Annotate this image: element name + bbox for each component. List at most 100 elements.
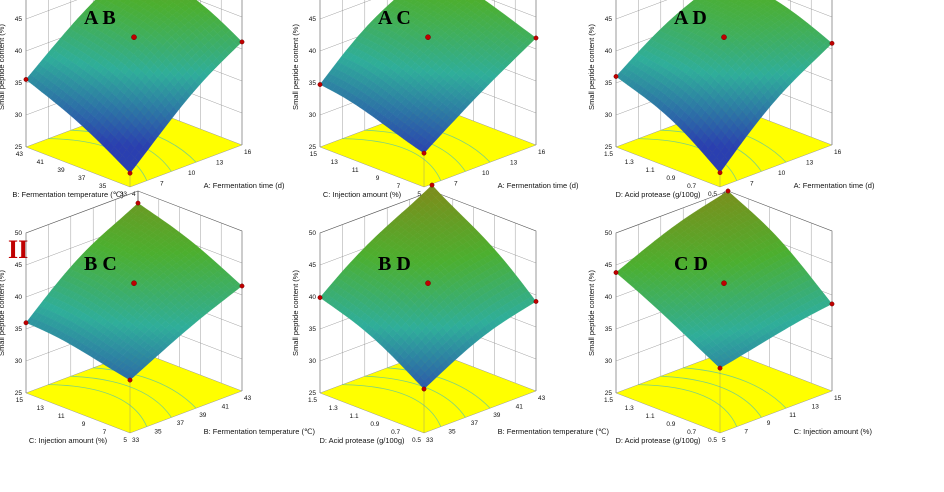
x-tick-label: 15 (834, 395, 842, 402)
y-axis-label: D: Acid protease (g/100g) (615, 190, 701, 199)
z-tick-label: 35 (309, 326, 317, 333)
y-tick-label: 1.5 (604, 397, 613, 404)
design-point (421, 386, 427, 392)
response-surface (319, 184, 537, 390)
y-tick-label: 0.5 (412, 437, 421, 444)
x-tick-label: 43 (244, 395, 252, 402)
z-tick-label: 35 (605, 80, 613, 87)
y-tick-label: 0.9 (666, 421, 675, 428)
design-point (239, 39, 245, 45)
z-axis-label: Small peptide content (%) (291, 270, 300, 356)
y-tick-label: 1.1 (646, 413, 655, 420)
y-tick-label: 9 (82, 421, 86, 428)
z-tick-label: 30 (309, 358, 317, 365)
design-point (717, 170, 723, 176)
y-tick-label: 0.9 (370, 421, 379, 428)
design-point (721, 34, 727, 41)
design-point (317, 82, 323, 87)
response-surface (25, 202, 243, 381)
z-tick-label: 40 (309, 294, 317, 301)
z-tick-label: 40 (15, 48, 23, 55)
y-axis-label: C: Injection amount (%) (323, 190, 402, 199)
y-tick-label: 7 (397, 183, 401, 190)
response-surface (25, 0, 243, 174)
x-axis-label: A: Fermentation time (d) (204, 181, 285, 190)
design-point (829, 301, 835, 307)
x-tick-label: 43 (538, 395, 546, 402)
z-tick-label: 45 (15, 16, 23, 23)
x-tick-label: 39 (493, 412, 501, 419)
z-tick-label: 40 (605, 294, 613, 301)
chart-panel: 25 30 35 40 45 50 Small peptide content (%) 5 7 9… (587, 188, 873, 445)
y-tick-label: 13 (331, 159, 339, 166)
x-tick-label: 11 (789, 412, 796, 419)
design-point (317, 295, 323, 300)
y-tick-label: 5 (123, 437, 127, 444)
panel-title: B C (84, 253, 117, 275)
x-tick-label: 33 (132, 437, 140, 444)
x-tick-label: 16 (538, 149, 546, 156)
panel-title: A B (84, 7, 116, 29)
surface-cell (464, 0, 470, 2)
y-tick-label: 37 (78, 175, 86, 182)
panel-title: A C (378, 7, 411, 29)
x-tick-label: 13 (510, 160, 518, 167)
x-tick-label: 4 (132, 191, 136, 198)
panel-title: C D (674, 253, 708, 275)
z-tick-label: 45 (605, 262, 613, 269)
surface-cell (125, 163, 135, 174)
y-tick-label: 1.1 (350, 413, 359, 420)
y-tick-label: 33 (120, 191, 128, 198)
design-point (23, 77, 29, 82)
z-tick-label: 50 (605, 230, 613, 237)
y-tick-label: 0.7 (687, 429, 696, 436)
x-axis-label: C: Injection amount (%) (794, 427, 873, 436)
design-point (425, 280, 431, 287)
y-tick-label: 39 (57, 167, 65, 174)
z-tick-label: 30 (605, 112, 613, 119)
z-tick-label: 30 (605, 358, 613, 365)
y-tick-label: 5 (417, 191, 421, 198)
z-tick-label: 50 (309, 230, 317, 237)
surface-cell (419, 145, 429, 154)
design-point (717, 365, 723, 371)
z-tick-label: 35 (15, 326, 23, 333)
z-tick-label: 25 (605, 144, 613, 151)
z-tick-label: 45 (309, 262, 317, 269)
z-axis-label: Small peptide content (%) (291, 24, 300, 110)
x-tick-label: 16 (244, 149, 252, 156)
x-tick-label: 10 (188, 170, 196, 177)
design-point (239, 283, 245, 289)
y-tick-label: 1.5 (308, 397, 317, 404)
x-tick-label: 13 (806, 160, 814, 167)
z-tick-label: 30 (15, 112, 23, 119)
design-point (127, 377, 133, 383)
y-tick-label: 0.7 (391, 429, 400, 436)
design-point (613, 270, 619, 275)
y-tick-label: 13 (37, 405, 45, 412)
z-axis-label: Small peptide content (%) (0, 270, 6, 356)
design-point (829, 40, 835, 46)
z-tick-label: 25 (309, 144, 317, 151)
x-tick-label: 13 (216, 160, 224, 167)
y-axis-label: C: Injection amount (%) (29, 436, 108, 445)
y-tick-label: 43 (16, 151, 24, 158)
z-tick-label: 25 (15, 144, 23, 151)
z-tick-label: 45 (309, 16, 317, 23)
y-tick-label: 1.3 (329, 405, 338, 412)
y-tick-label: 0.7 (687, 183, 696, 190)
design-point (533, 35, 539, 41)
x-tick-label: 10 (778, 170, 786, 177)
design-point (533, 299, 539, 304)
x-tick-label: 13 (812, 403, 820, 410)
y-tick-label: 35 (99, 183, 107, 190)
x-tick-label: 33 (426, 437, 434, 444)
design-point (131, 280, 137, 287)
z-tick-label: 30 (309, 112, 317, 119)
